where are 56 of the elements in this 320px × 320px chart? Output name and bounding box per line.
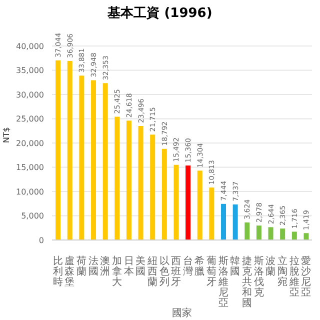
bar: [114, 116, 120, 240]
x-tick-label: 紐西蘭: [146, 256, 158, 288]
x-tick-label: 立陶宛: [277, 255, 288, 288]
x-tick-label: 斯洛維尼亞: [217, 255, 228, 309]
bar: [186, 166, 191, 240]
bar: [256, 226, 262, 240]
x-tick-label: 加拿大: [112, 255, 122, 288]
y-tick-label: 10,000: [16, 187, 44, 196]
y-tick-label: 35,000: [16, 66, 44, 76]
x-tick-label: 韓國: [230, 255, 240, 278]
bar: [162, 148, 167, 240]
y-tick-label: 5,000: [21, 212, 44, 221]
x-tick-label: 澳洲: [100, 255, 110, 278]
bar: [126, 120, 132, 240]
bar: [150, 134, 156, 240]
bar: [232, 204, 238, 240]
x-tick-label: 葡萄牙: [206, 255, 217, 288]
x-tick-label: 斯洛伐克: [254, 255, 264, 298]
y-tick-label: 30,000: [16, 90, 44, 100]
x-tick-label: 以色列: [159, 255, 170, 288]
x-tick-label: 盧森堡: [64, 255, 75, 288]
x-tick-label: 日本: [124, 256, 134, 278]
bar: [67, 61, 72, 240]
x-tick-label: 台灣: [182, 255, 193, 278]
bar: [56, 60, 61, 240]
y-tick-label: 20,000: [16, 138, 44, 148]
x-tick-label: 希臘: [194, 255, 205, 278]
bar: [174, 164, 179, 240]
bar: [304, 233, 309, 240]
x-tick-label: 捷克共和國: [242, 255, 252, 309]
bar: [292, 232, 297, 240]
x-tick-label: 荷蘭: [76, 255, 87, 278]
y-tick-label: 40,000: [16, 42, 44, 51]
x-axis-title: 國家: [172, 307, 192, 319]
y-tick-label: 25,000: [16, 114, 44, 124]
bar: [79, 76, 84, 240]
bar: [280, 228, 286, 240]
x-tick-label: 愛沙尼亞: [301, 255, 312, 298]
x-tick-label: 美國: [136, 255, 146, 278]
y-tick-label: 15,000: [16, 163, 44, 172]
bar: [244, 222, 250, 240]
bar: [197, 170, 202, 240]
chart-title: 基本工資 (1996): [106, 5, 214, 21]
x-tick-label: 法國: [88, 255, 98, 278]
bar: [221, 204, 226, 240]
y-tick-label: 0: [38, 236, 44, 245]
x-tick-label: 拉脫維亞: [288, 255, 300, 298]
bar: [268, 227, 274, 240]
bar: [102, 83, 108, 240]
bar: [91, 80, 96, 240]
y-axis-title: NT$: [2, 127, 11, 143]
x-tick-label: 波蘭: [266, 255, 276, 278]
bar: [138, 126, 144, 240]
x-tick-label: 比利時: [52, 255, 63, 288]
x-tick-label: 西班牙: [171, 256, 182, 288]
bar: [209, 188, 214, 240]
